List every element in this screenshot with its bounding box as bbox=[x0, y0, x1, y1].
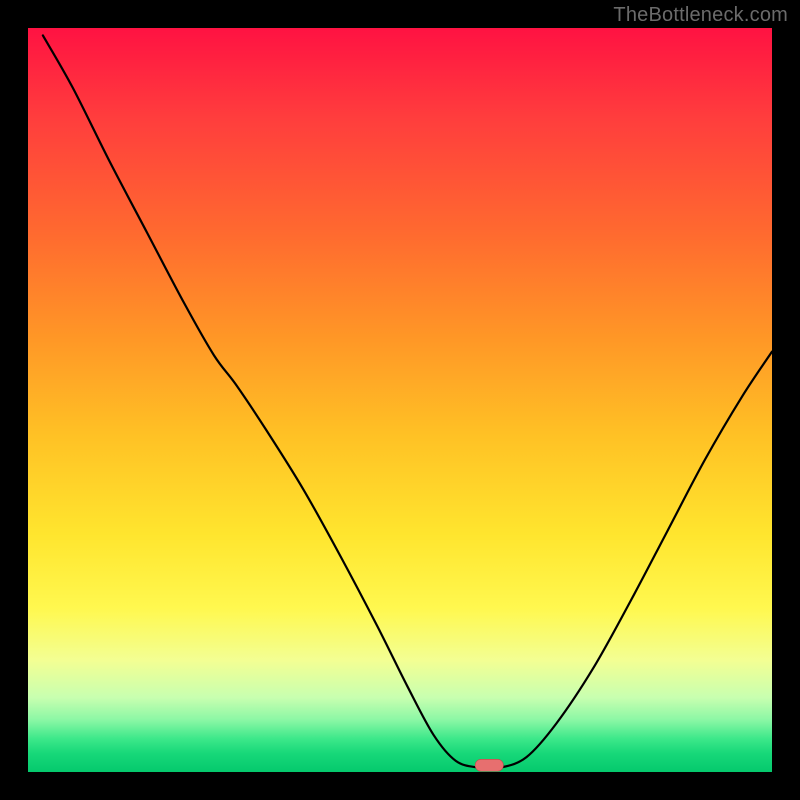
plot-gradient-area bbox=[28, 28, 772, 772]
bottleneck-chart-svg bbox=[0, 0, 800, 800]
optimal-marker bbox=[475, 759, 503, 771]
bottleneck-chart-root: TheBottleneck.com bbox=[0, 0, 800, 800]
